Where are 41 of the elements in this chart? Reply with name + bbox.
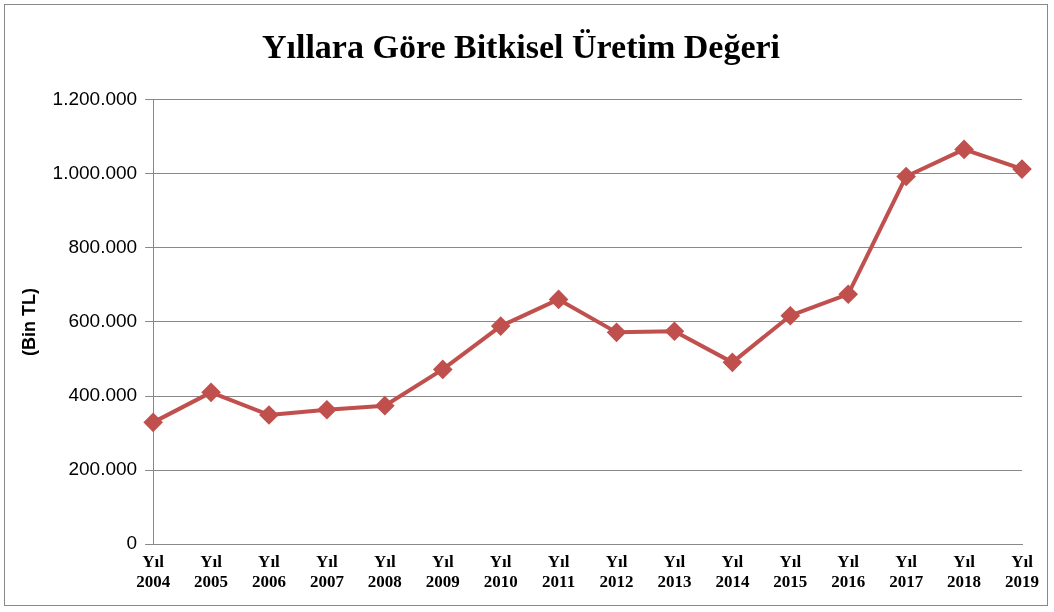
point <box>723 353 742 372</box>
x-tick-label: Yıl 2008 <box>367 551 402 592</box>
y-tick-label: 600.000 <box>68 310 138 332</box>
point <box>433 360 452 379</box>
x-tick-label: Yıl 2010 <box>483 551 518 592</box>
point <box>839 285 858 304</box>
x-tick-label: Yıl 2016 <box>831 551 866 592</box>
x-tick-label: Yıl 2009 <box>425 551 460 592</box>
x-tick-label: Yıl 2004 <box>136 551 171 592</box>
point <box>202 383 221 402</box>
x-tick-label: Yıl 2015 <box>773 551 808 592</box>
y-tick-label: 800.000 <box>68 236 138 258</box>
point <box>781 306 800 325</box>
point <box>897 167 916 186</box>
point <box>665 322 684 341</box>
y-tick-label: 200.000 <box>68 458 138 480</box>
point <box>144 413 163 432</box>
x-tick-label: Yıl 2006 <box>251 551 286 592</box>
point <box>955 140 974 159</box>
point <box>491 317 510 336</box>
x-tick-label: Yıl 2019 <box>1005 551 1039 592</box>
point <box>1013 160 1031 179</box>
y-tick-label: 400.000 <box>68 384 138 406</box>
x-tick-label: Yıl 2011 <box>542 551 576 592</box>
x-tick-label: Yıl 2018 <box>947 551 982 592</box>
x-tick-label: Yıl 2017 <box>889 551 924 592</box>
point <box>607 323 626 342</box>
point <box>549 290 568 309</box>
y-axis-title: (Bin TL) <box>18 288 39 356</box>
y-tick-label: 1.000.000 <box>52 162 138 184</box>
point <box>317 400 336 419</box>
chart-title: Yıllara Göre Bitkisel Üretim Değeri <box>261 28 781 66</box>
x-tick-label: Yıl 2005 <box>194 551 229 592</box>
x-tick-label: Yıl 2007 <box>309 551 345 592</box>
x-tick-label: Yıl 2012 <box>599 551 634 592</box>
x-tick-label: Yıl 2013 <box>657 551 692 592</box>
y-tick-label: 1.200.000 <box>52 88 138 110</box>
x-tick-label: Yıl 2014 <box>715 551 750 592</box>
point <box>375 396 394 415</box>
y-tick-label: 0 <box>126 532 138 554</box>
point <box>259 405 278 424</box>
